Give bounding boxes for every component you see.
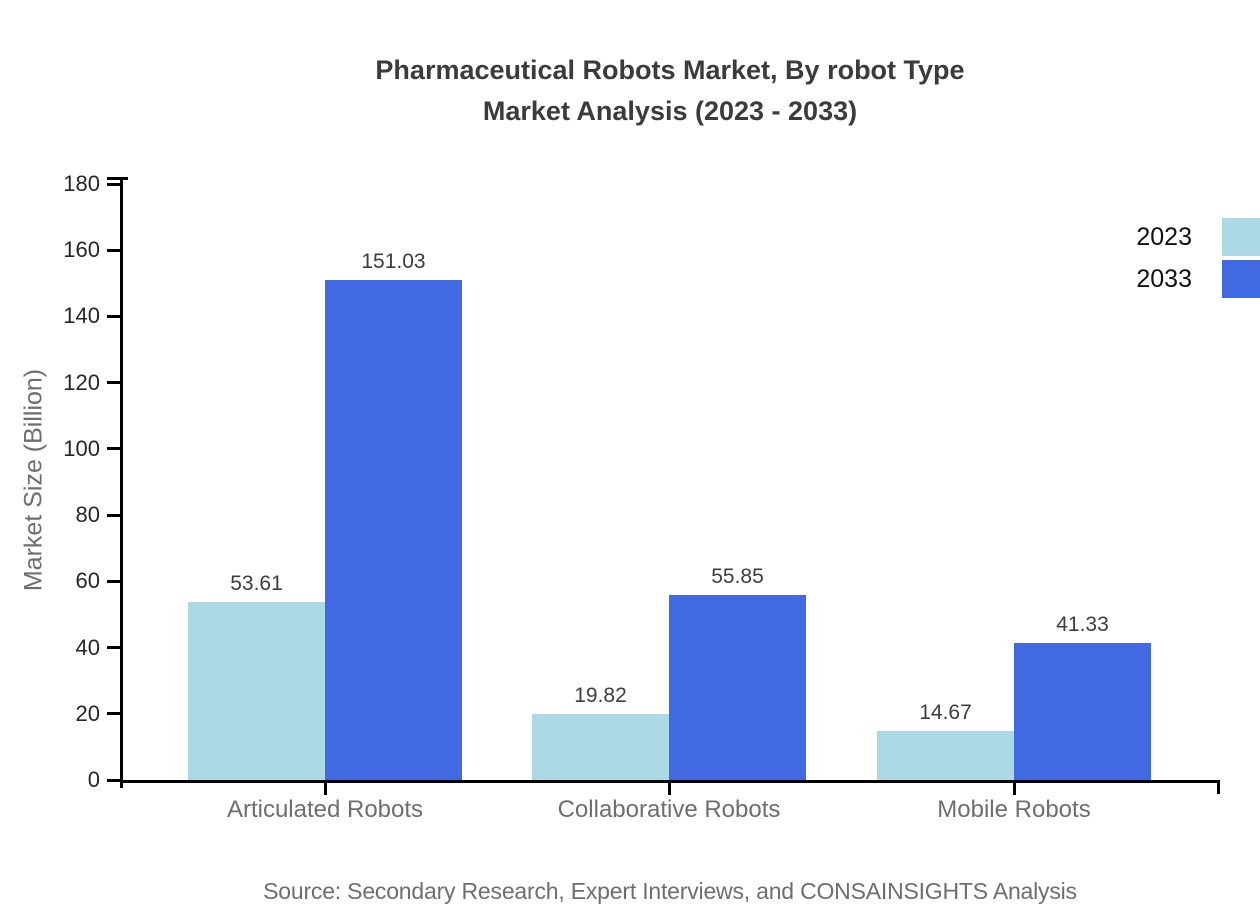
y-axis-title: Market Size (Billion): [19, 368, 48, 592]
legend-item-2033: 2033: [1136, 260, 1260, 298]
y-axis-tick-label: 20: [75, 700, 100, 726]
legend-item-2023: 2023: [1136, 218, 1260, 256]
legend-swatch-2033: [1222, 260, 1260, 298]
category-label-articulated-robots: Articulated Robots: [226, 796, 424, 823]
bar-2023-mobile-robots: [877, 731, 1014, 780]
bar-2033-articulated-robots: [325, 279, 462, 780]
y-axis-tick: [107, 778, 120, 782]
x-axis-end-cap: [1217, 780, 1220, 794]
value-label-2023-articulated-robots: 53.61: [230, 572, 283, 596]
y-axis-tick: [107, 182, 120, 186]
y-axis-line: [120, 177, 123, 788]
legend-label-2023: 2023: [1136, 222, 1192, 251]
y-axis-tick: [107, 513, 120, 517]
bar-2033-mobile-robots: [1014, 643, 1151, 780]
value-label-2033-collaborative-robots: 55.85: [711, 565, 764, 589]
plot-area: 0 20 40 60 80 100 120 140 160 180 53.61 151.03 Artic…: [63, 171, 1220, 823]
y-axis-tick-label: 120: [63, 369, 100, 395]
legend-label-2033: 2033: [1136, 264, 1192, 293]
y-axis-tick: [107, 646, 120, 650]
bar-2023-articulated-robots: [188, 602, 325, 780]
bar-2023-collaborative-robots: [532, 714, 669, 780]
value-label-2023-mobile-robots: 14.67: [919, 701, 972, 725]
y-axis-tick-label: 80: [75, 502, 100, 528]
legend-swatch-2023: [1222, 218, 1260, 256]
category-label-mobile-robots: Mobile Robots: [937, 796, 1091, 823]
y-axis-tick-label: 0: [87, 767, 100, 792]
x-axis-tick: [1012, 783, 1016, 795]
x-axis-tick: [323, 783, 327, 795]
value-label-2023-collaborative-robots: 19.82: [574, 684, 627, 708]
chart-title: Pharmaceutical Robots Market, By robot T…: [80, 50, 1260, 132]
y-axis-tick-label: 40: [75, 634, 100, 660]
category-label-collaborative-robots: Collaborative Robots: [557, 796, 781, 823]
y-axis-tick: [107, 314, 120, 318]
bar-2033-collaborative-robots: [669, 595, 806, 780]
chart-title-line1: Pharmaceutical Robots Market, By robot T…: [375, 55, 965, 85]
chart-title-line2: Market Analysis (2023 - 2033): [482, 96, 858, 126]
y-axis-tick: [107, 579, 120, 583]
y-axis-tick-label: 180: [63, 171, 100, 196]
x-axis-tick: [667, 783, 671, 795]
value-label-2033-mobile-robots: 41.33: [1056, 613, 1109, 637]
value-label-2033-articulated-robots: 151.03: [361, 249, 426, 273]
x-axis-line: [120, 780, 1220, 783]
y-axis-top-cap: [107, 177, 128, 180]
y-axis-tick: [107, 248, 120, 252]
y-axis-tick: [107, 381, 120, 385]
y-axis-tick-label: 140: [63, 303, 100, 329]
legend: 2023 2033: [1136, 218, 1260, 298]
y-axis-tick-label: 160: [63, 237, 100, 263]
y-axis-tick-label: 60: [75, 568, 100, 594]
y-axis-tick: [107, 712, 120, 716]
y-axis-tick-label: 100: [63, 435, 100, 461]
source-caption: Source: Secondary Research, Expert Inter…: [263, 878, 1077, 904]
y-axis-tick: [107, 447, 120, 451]
